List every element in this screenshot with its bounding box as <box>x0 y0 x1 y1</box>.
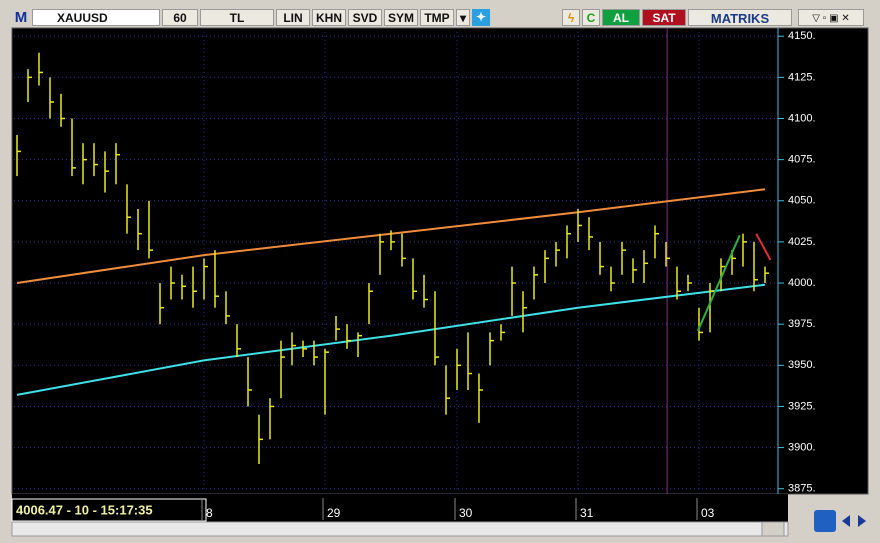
x-tick-label: 31 <box>580 506 594 520</box>
flash-button[interactable]: ϟ <box>562 9 580 26</box>
sync-button[interactable] <box>814 510 836 532</box>
x-tick-label: 29 <box>327 506 341 520</box>
y-tick-label: 4075. <box>788 154 816 166</box>
refresh-button[interactable]: C <box>582 9 600 26</box>
y-tick-label: 3925. <box>788 400 816 412</box>
y-tick-label: 3875. <box>788 483 816 495</box>
trend-line <box>696 234 741 332</box>
nav-arrows[interactable] <box>842 515 866 527</box>
toolbar-button[interactable]: LIN <box>276 9 310 26</box>
brand: MATRIKS <box>688 9 792 26</box>
y-tick-label: 4025. <box>788 236 816 248</box>
y-tick-label: 4125. <box>788 71 816 83</box>
scrollbar[interactable] <box>11 521 789 537</box>
buy-button[interactable]: AL <box>602 9 640 26</box>
symbol-field[interactable]: XAUUSD <box>32 9 160 26</box>
dropdown[interactable]: ▾ <box>456 9 470 26</box>
info-text: 4006.47 - 10 - 15:17:35 <box>16 502 153 517</box>
plot-background <box>11 27 869 495</box>
toolbar-button[interactable]: TMP <box>420 9 454 26</box>
toolbar-button[interactable]: KHN <box>312 9 346 26</box>
y-tick-label: 4050. <box>788 195 816 207</box>
y-tick-label: 4000. <box>788 277 816 289</box>
y-tick-label: 3950. <box>788 359 816 371</box>
y-tick-label: 3900. <box>788 441 816 453</box>
y-tick-label: 4100. <box>788 112 816 124</box>
toolbar-button[interactable]: SVD <box>348 9 382 26</box>
period-button[interactable]: 60 <box>162 9 198 26</box>
logo: M <box>12 9 30 26</box>
x-tick-label: 30 <box>459 506 473 520</box>
toolbar-button[interactable]: SYM <box>384 9 418 26</box>
twitter-icon[interactable]: ✦ <box>472 9 490 26</box>
sell-button[interactable]: SAT <box>642 9 686 26</box>
currency-button[interactable]: TL <box>200 9 274 26</box>
trend-line <box>755 233 772 261</box>
y-tick-label: 4150. <box>788 30 816 42</box>
info-box <box>11 498 207 522</box>
window-buttons[interactable]: ▽ ▫ ▣ ✕ <box>798 9 864 26</box>
scroll-thumb[interactable] <box>761 521 785 537</box>
moving-average <box>16 283 766 396</box>
x-tick-label: 03 <box>701 506 715 520</box>
y-tick-label: 3975. <box>788 318 816 330</box>
x-tick-label: 8 <box>206 506 213 520</box>
